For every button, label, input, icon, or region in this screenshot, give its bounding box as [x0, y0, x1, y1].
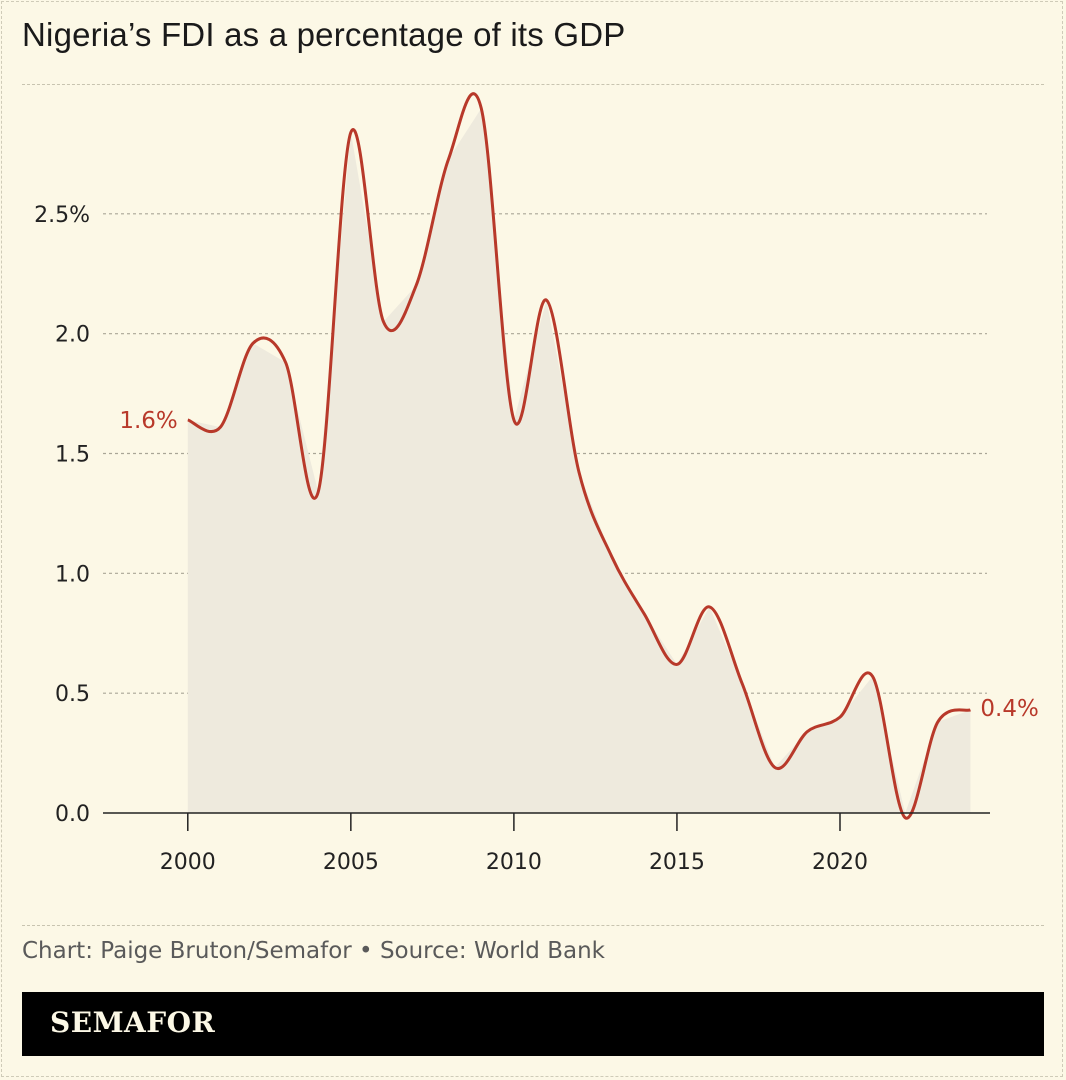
y-tick-label: 1.5 [55, 443, 90, 468]
brand-bar: SEMAFOR [22, 992, 1044, 1056]
x-tick-label: 2000 [160, 850, 216, 875]
y-tick-label: 0.5 [55, 682, 90, 707]
y-axis-ticks: 0.0 0.5 1.0 1.5 2.0 2.5% [34, 203, 90, 827]
start-value-label: 1.6% [119, 408, 177, 434]
x-tick-label: 2020 [812, 850, 868, 875]
y-tick-label: 1.0 [55, 562, 90, 587]
fdi-area-chart: 2000 2005 2010 2015 2020 0.0 0.5 1.0 1.5 2.0 2.5%… [34, 92, 1039, 875]
fdi-line [187, 92, 971, 820]
footer-divider [22, 925, 1044, 926]
source-credit: Chart: Paige Bruton/Semafor • Source: Wo… [22, 938, 605, 964]
y-tick-label: 2.5% [34, 203, 90, 228]
y-tick-label: 2.0 [55, 323, 90, 348]
x-tick-label: 2005 [323, 850, 379, 875]
x-tick-label: 2010 [486, 850, 542, 875]
area-fill [187, 108, 971, 813]
x-tick-label: 2015 [649, 850, 705, 875]
semafor-logo: SEMAFOR [50, 1006, 216, 1039]
chart-title: Nigeria’s FDI as a percentage of its GDP [22, 16, 626, 53]
x-axis-ticks: 2000 2005 2010 2015 2020 [160, 813, 868, 875]
title-divider [22, 84, 1044, 85]
y-tick-label: 0.0 [55, 802, 90, 827]
end-value-label: 0.4% [980, 696, 1038, 722]
